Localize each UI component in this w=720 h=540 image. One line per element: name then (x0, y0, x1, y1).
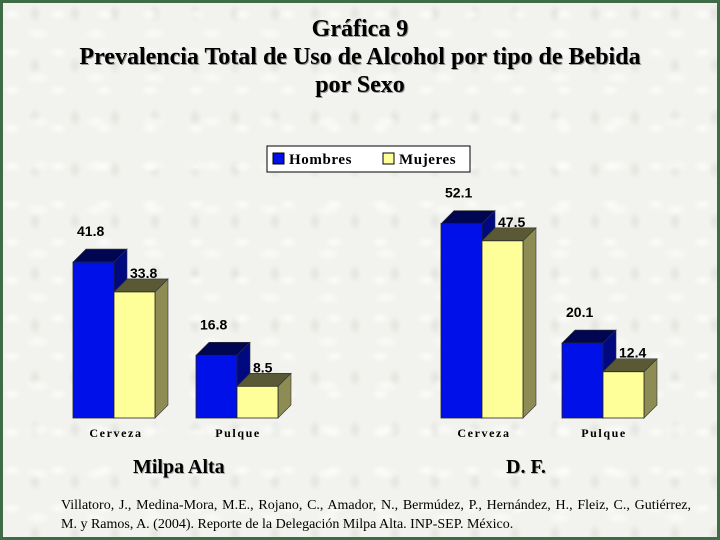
bar-1-cerveza-hombres (440, 223, 483, 419)
title-line-2: Prevalencia Total de Uso de Alcohol por … (79, 44, 641, 70)
bar-1-pulque-hombres (561, 342, 604, 419)
bar-1-pulque-mujeres (602, 371, 645, 419)
legend-swatch-mujeres (382, 152, 395, 165)
chart-title: Gráfica 9 Prevalencia Total de Uso de Al… (3, 15, 717, 99)
bar-chart: Hombres Mujeres 41.8 33.8 Cerveza 16.8 8.5 Pulq… (72, 145, 658, 440)
data-label-1-pulque-hombres: 20.1 (566, 304, 593, 320)
legend-label-mujeres: Mujeres (399, 152, 456, 168)
legend-swatch-hombres (272, 152, 285, 165)
category-label-1-cerveza: Cerveza (457, 426, 510, 440)
legend-box (266, 145, 471, 173)
legend-label-hombres: Hombres (289, 152, 352, 168)
title-line-3: por Sexo (315, 72, 405, 98)
data-label-0-pulque-mujeres: 8.5 (253, 359, 273, 375)
bar-0-cerveza-hombres (72, 261, 115, 419)
bar-0-pulque-hombres (195, 354, 238, 419)
data-label-0-cerveza-mujeres: 33.8 (130, 265, 157, 281)
category-label-0-pulque: Pulque (215, 426, 261, 440)
data-label-1-cerveza-hombres: 52.1 (445, 185, 472, 201)
bar-1-cerveza-mujeres-side (522, 227, 537, 419)
panel-label-df: D. F. (506, 456, 546, 478)
bar-0-cerveza-mujeres (113, 291, 156, 419)
data-label-0-cerveza-hombres: 41.8 (77, 223, 104, 239)
data-label-1-pulque-mujeres: 12.4 (619, 345, 646, 361)
category-label-1-pulque: Pulque (581, 426, 627, 440)
bar-0-cerveza-mujeres-side (154, 278, 169, 419)
bar-0-pulque-mujeres (236, 385, 279, 419)
panel-label-milpa-alta: Milpa Alta (133, 456, 225, 478)
source-citation: Villatoro, J., Medina-Mora, M.E., Rojano… (61, 498, 691, 532)
data-label-0-pulque-hombres: 16.8 (200, 316, 227, 332)
title-line-1: Gráfica 9 (311, 16, 409, 42)
category-label-0-cerveza: Cerveza (89, 426, 142, 440)
data-label-1-cerveza-mujeres: 47.5 (498, 214, 525, 230)
bar-1-cerveza-mujeres (481, 240, 524, 419)
